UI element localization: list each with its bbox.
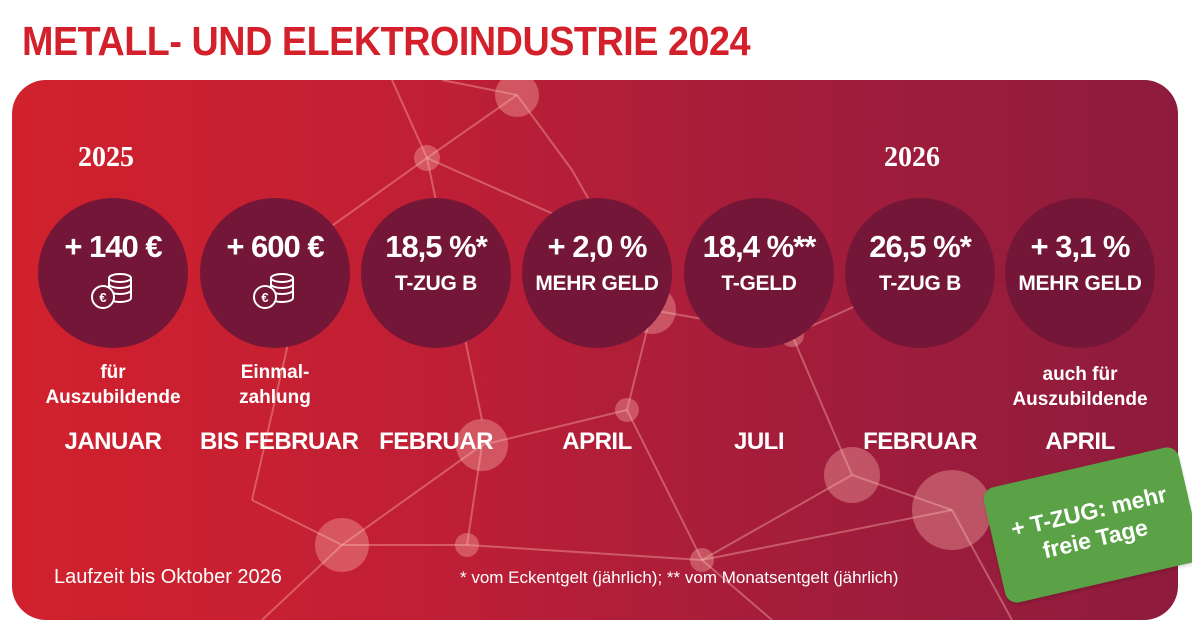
- item-note: [361, 360, 511, 416]
- month-label: APRIL: [1045, 428, 1115, 455]
- month-label: JULI: [733, 428, 785, 455]
- svg-text:€: €: [261, 290, 268, 305]
- item-bis-februar: + 600 € € Einmal- zahlung BIS FEBRUAR: [200, 198, 359, 456]
- footnote: * vom Eckentgelt (jährlich); ** vom Mona…: [460, 568, 899, 587]
- value-main: + 2,0 %: [547, 229, 648, 264]
- item-april-2025: + 2,0 % MEHR GELD APRIL: [522, 198, 672, 456]
- month-label: BIS FEBRUAR: [200, 428, 359, 455]
- year-label-2025: 2025: [78, 142, 134, 173]
- runtime-note: Laufzeit bis Oktober 2026: [54, 566, 282, 588]
- month-label: FEBRUAR: [379, 428, 493, 455]
- note-line-2: Auszubildende: [1012, 389, 1148, 410]
- value-main: + 600 €: [226, 229, 324, 264]
- value-main: + 140 €: [64, 229, 162, 264]
- value-main: 26,5 %*: [869, 229, 972, 264]
- value-circle: + 140 € €: [38, 198, 188, 348]
- month-label: FEBRUAR: [863, 428, 977, 455]
- value-main: 18,5 %*: [385, 229, 488, 264]
- value-circle: 18,5 %* T-ZUG B: [361, 198, 511, 348]
- coins-euro-icon: €: [253, 273, 294, 309]
- item-note: [845, 360, 995, 416]
- month-label: APRIL: [562, 428, 632, 455]
- item-note: Einmal- zahlung: [200, 360, 350, 416]
- value-circle: + 3,1 % MEHR GELD: [1005, 198, 1155, 348]
- value-sub: T-ZUG B: [879, 272, 961, 295]
- info-panel: 2025 2026 + 140 € € für Auszubildende JA…: [12, 80, 1178, 620]
- note-line-1: auch für: [1042, 364, 1118, 385]
- item-january: + 140 € € für Auszubildende JANUAR: [38, 198, 188, 456]
- item-februar-2026: 26,5 %* T-ZUG B FEBRUAR: [845, 198, 995, 456]
- value-circle: 26,5 %* T-ZUG B: [845, 198, 995, 348]
- value-main: + 3,1 %: [1030, 229, 1131, 264]
- value-circle: + 600 € €: [200, 198, 350, 348]
- item-note: auch für Auszubildende: [1005, 362, 1155, 418]
- item-note: [522, 360, 672, 416]
- note-line-2: Auszubildende: [45, 387, 181, 408]
- year-label-2026: 2026: [884, 142, 940, 173]
- coins-euro-icon: €: [91, 273, 132, 309]
- value-main: 18,4 %**: [702, 229, 817, 264]
- item-note: [684, 360, 834, 416]
- value-sub: MEHR GELD: [1018, 272, 1142, 295]
- note-line-2: zahlung: [239, 387, 311, 408]
- item-juli: 18,4 %** T-GELD JULI: [684, 198, 834, 456]
- month-label: JANUAR: [64, 428, 162, 455]
- network-background: [251, 80, 1013, 620]
- value-circle: 18,4 %** T-GELD: [684, 198, 834, 348]
- value-sub: T-GELD: [721, 272, 797, 295]
- value-sub: MEHR GELD: [535, 272, 659, 295]
- svg-text:€: €: [99, 290, 106, 305]
- page-title: METALL- UND ELEKTROINDUSTRIE 2024: [22, 18, 751, 64]
- item-note: für Auszubildende: [38, 360, 188, 416]
- note-line-1: für: [100, 362, 126, 383]
- item-april-2026: + 3,1 % MEHR GELD auch für Auszubildende…: [1005, 198, 1155, 456]
- value-sub: T-ZUG B: [395, 272, 477, 295]
- note-line-1: Einmal-: [240, 362, 310, 383]
- item-februar-2025: 18,5 %* T-ZUG B FEBRUAR: [361, 198, 511, 456]
- value-circle: + 2,0 % MEHR GELD: [522, 198, 672, 348]
